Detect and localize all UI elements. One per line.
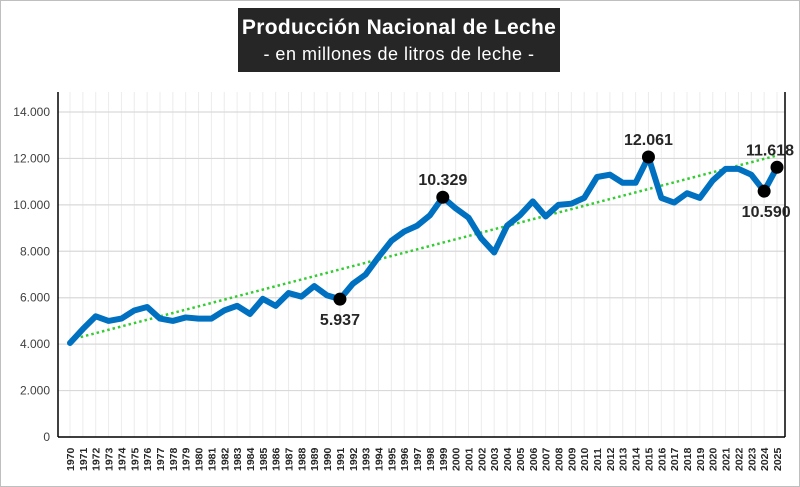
x-tick-label: 1981 [206,447,218,471]
x-tick-label: 2018 [682,447,694,471]
highlight-marker [757,184,771,198]
x-tick-label: 2013 [618,447,630,471]
data-label: 10.590 [742,204,791,221]
y-tick-label: 8.000 [20,244,50,258]
x-tick-label: 1992 [348,447,360,471]
data-label: 10.329 [418,172,467,189]
x-tick-label: 1994 [374,447,386,471]
x-tick-label: 2019 [695,447,707,471]
x-tick-label: 1970 [65,447,77,471]
title-box: Producción Nacional de Leche - en millon… [238,8,560,72]
x-tick-label: 1975 [129,447,141,471]
x-tick-label: 2020 [708,447,720,471]
x-tick-label: 1998 [425,447,437,471]
x-tick-label: 1986 [271,447,283,471]
x-tick-label: 2011 [592,448,604,471]
x-tick-label: 2008 [553,447,565,471]
x-tick-label: 2005 [515,447,527,471]
x-tick-label: 1988 [296,447,308,471]
x-tick-label: 1978 [168,447,180,471]
x-tick-label: 1999 [438,447,450,471]
y-tick-label: 10.000 [13,198,50,212]
x-tick-label: 1984 [245,447,257,471]
series-line [67,154,780,346]
data-label: 11.618 [746,142,794,159]
x-tick-label: 1990 [322,447,334,471]
x-tick-label: 1991 [335,447,347,471]
x-tick-label: 2025 [772,447,784,471]
data-label: 5.937 [320,312,360,329]
x-tick-label: 1996 [399,447,411,471]
x-tick-label: 1993 [361,447,373,471]
x-tick-label: 2017 [669,447,681,471]
x-tick-label: 1977 [155,447,167,471]
x-tick-label: 2014 [631,447,643,471]
x-tick-label: 2003 [489,447,501,471]
x-tick-label: 1989 [309,447,321,471]
x-tick-label: 1997 [412,447,424,471]
x-tick-label: 1985 [258,447,270,471]
x-tick-label: 2006 [528,447,540,471]
x-tick-label: 2000 [451,447,463,471]
x-tick-label: 1979 [181,447,193,471]
x-tick-label: 1987 [284,447,296,471]
chart-title: Producción Nacional de Leche [241,16,557,39]
x-tick-label: 2001 [463,447,475,471]
chart-subtitle: - en millones de litros de leche - [263,44,535,64]
x-tick-label: 2010 [579,447,591,471]
x-tick-label: 1982 [219,447,231,471]
y-tick-label: 6.000 [20,291,50,305]
x-tick-label: 2004 [502,447,514,471]
trendline [69,154,778,342]
y-tick-label: 2.000 [20,384,50,398]
x-tick-label: 2021 [721,447,733,471]
x-tick-label: 1980 [194,447,206,471]
y-tick-label: 4.000 [20,337,50,351]
x-tick-label: 2015 [643,447,655,471]
highlight-marker [436,190,450,204]
highlight-marker [770,160,784,174]
highlight-marker [641,150,655,164]
y-tick-label: 12.000 [13,151,50,165]
x-tick-label: 2007 [541,447,553,471]
x-tick-label: 1974 [116,447,128,471]
x-tick-label: 2002 [476,447,488,471]
x-tick-label: 1995 [386,447,398,471]
x-tick-label: 1983 [232,447,244,471]
x-tick-label: 1973 [104,447,116,471]
x-tick-label: 2016 [656,447,668,471]
x-tick-label: 2012 [605,447,617,471]
x-tick-label: 1976 [142,447,154,471]
x-tick-label: 2023 [746,447,758,471]
highlight-marker [333,292,347,306]
x-tick-label: 1972 [91,447,103,471]
data-label: 12.061 [624,132,673,149]
x-tick-label: 1971 [78,447,90,471]
x-tick-label: 2009 [566,447,578,471]
y-tick-label: 0 [43,430,50,444]
x-tick-label: 2022 [733,447,745,471]
x-tick-label: 2024 [759,447,771,471]
y-tick-label: 14.000 [13,105,50,119]
